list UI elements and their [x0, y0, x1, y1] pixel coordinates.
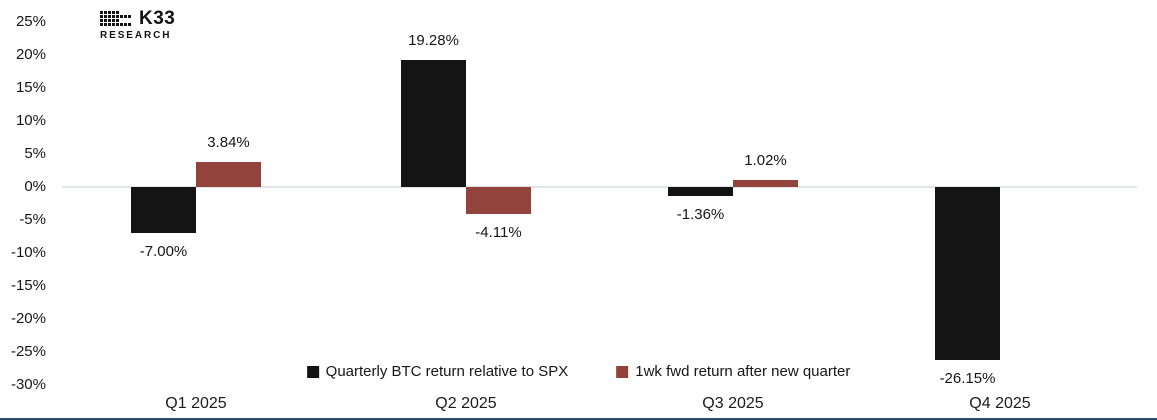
bottom-border [0, 418, 1157, 420]
value-label-fwd-return: 3.84% [207, 133, 250, 151]
y-axis-tick: -20% [10, 310, 46, 327]
y-axis-tick: -25% [10, 343, 46, 360]
bar-btc-return-q3-2025 [668, 187, 733, 196]
bar-fwd-return-q1-2025 [196, 161, 261, 187]
legend-item-fwd-return: 1wk fwd return after new quarter [616, 363, 850, 380]
logo-dot-grid-icon [100, 11, 132, 27]
legend: Quarterly BTC return relative to SPX 1wk… [306, 363, 850, 380]
zero-gridline [62, 186, 1137, 188]
value-label-btc-return: -1.36% [676, 205, 725, 223]
y-axis-tick: -5% [19, 211, 46, 228]
value-label-btc-return: -7.00% [139, 243, 188, 261]
legend-item-btc-return: Quarterly BTC return relative to SPX [306, 363, 569, 380]
y-axis-tick: 25% [15, 13, 46, 30]
x-axis-label-q3-2025: Q3 2025 [702, 395, 764, 412]
y-axis-tick: 20% [15, 46, 46, 63]
y-axis-tick: 10% [15, 112, 46, 129]
x-axis-label-q2-2025: Q2 2025 [435, 395, 497, 412]
legend-label-fwd-return: 1wk fwd return after new quarter [635, 363, 851, 380]
legend-label-btc-return: Quarterly BTC return relative to SPX [325, 363, 569, 380]
y-axis-tick: -30% [10, 376, 46, 393]
value-label-fwd-return: 1.02% [744, 152, 787, 170]
logo-sub-text: RESEARCH [100, 30, 172, 41]
bar-btc-return-q2-2025 [401, 59, 466, 187]
value-label-fwd-return: -4.11% [475, 224, 522, 242]
legend-swatch-red [616, 365, 629, 378]
x-axis-label-q4-2025: Q4 2025 [969, 395, 1031, 412]
x-axis-label-q1-2025: Q1 2025 [165, 395, 227, 412]
bar-fwd-return-q2-2025 [466, 187, 531, 215]
bar-btc-return-q4-2025 [935, 187, 1000, 360]
y-axis-tick: -15% [10, 277, 46, 294]
value-label-btc-return: 19.28% [408, 31, 459, 49]
bar-btc-return-q1-2025 [131, 187, 196, 234]
legend-swatch-black [306, 365, 319, 378]
logo-brand-text: K33 [139, 8, 176, 29]
y-axis-tick: -10% [10, 244, 46, 261]
bar-fwd-return-q3-2025 [733, 180, 798, 187]
y-axis-tick: 0% [24, 178, 46, 195]
k33-research-logo: K33 RESEARCH [100, 8, 176, 41]
y-axis-tick: 5% [24, 145, 46, 162]
y-axis-tick: 15% [15, 79, 46, 96]
value-label-btc-return: -26.15% [939, 369, 996, 387]
